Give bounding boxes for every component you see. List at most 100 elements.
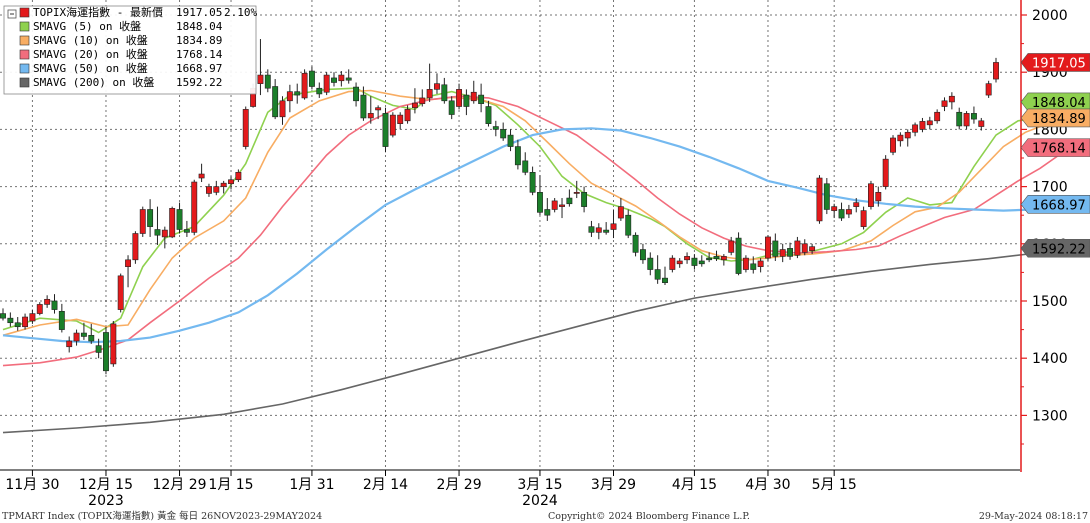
- candle-15: [110, 321, 117, 367]
- price-tag-label-0: 1917.05: [1032, 56, 1086, 71]
- candle-64: [470, 80, 477, 104]
- y-tick-label-1500: 1500: [1032, 294, 1068, 310]
- price-tag-bg-0: [1020, 53, 1090, 72]
- candle-127: [934, 109, 941, 124]
- candle-body-74: [544, 209, 551, 216]
- candle-26: [191, 179, 198, 236]
- candle-body-105: [772, 240, 779, 257]
- candle-body-13: [95, 345, 102, 353]
- candle-1: [7, 312, 14, 327]
- candle-129: [948, 92, 955, 110]
- candle-body-54: [397, 114, 404, 124]
- candle-body-9: [66, 340, 73, 348]
- legend-item-5: SMAVG (200) on 收盤 1592.22: [19, 75, 222, 89]
- candle-68: [500, 122, 507, 141]
- candle-16: [117, 273, 124, 313]
- candle-45: [331, 72, 337, 87]
- candle-body-60: [441, 84, 448, 102]
- price-tag-1: 1848.04: [1020, 92, 1090, 112]
- candle-72: [529, 166, 536, 196]
- candle-body-109: [801, 243, 808, 253]
- candle-20: [147, 199, 154, 237]
- legend-item-1: SMAVG (5) on 收盤 1848.04: [19, 19, 223, 33]
- candle-body-128: [941, 100, 948, 107]
- candle-body-129: [948, 95, 955, 103]
- candle-body-106: [779, 249, 786, 257]
- candle-39: [286, 84, 293, 113]
- candle-128: [941, 97, 948, 112]
- candle-83: [610, 209, 617, 239]
- candle-body-98: [720, 256, 727, 261]
- candle-body-29: [213, 186, 220, 193]
- candle-51: [375, 105, 382, 120]
- candle-88: [647, 252, 654, 276]
- candle-body-48: [353, 86, 360, 102]
- candle-body-118: [868, 183, 874, 207]
- candle-body-45: [331, 77, 337, 83]
- candle-66: [485, 100, 492, 127]
- candle-46: [338, 71, 345, 87]
- candle-body-123: [904, 131, 911, 139]
- candle-body-64: [470, 91, 477, 102]
- candle-body-103: [757, 260, 764, 267]
- candle-78: [573, 180, 580, 199]
- candle-125: [919, 117, 926, 133]
- candle-33: [242, 106, 249, 150]
- candle-body-71: [522, 160, 529, 173]
- candle-body-20: [147, 209, 154, 227]
- candle-body-10: [73, 332, 80, 342]
- candle-36: [264, 69, 271, 93]
- candle-49: [360, 86, 367, 121]
- legend-label-3: SMAVG (20) on 收盤: [33, 47, 148, 61]
- x-tick-label-9: 4月 15: [672, 477, 717, 493]
- candle-82: [603, 222, 610, 235]
- candle-102: [750, 256, 757, 274]
- candle-117: [860, 206, 867, 230]
- candle-body-47: [345, 77, 352, 81]
- candle-body-28: [206, 186, 212, 194]
- candle-132: [970, 106, 977, 124]
- candle-body-113: [831, 206, 838, 211]
- legend-label-0: TOPIX海運指數 - 最新價: [33, 5, 163, 19]
- candle-body-80: [588, 226, 595, 233]
- price-tag-bg-4: [1020, 195, 1090, 214]
- price-tag-4: 1668.97: [1020, 195, 1090, 214]
- candle-body-114: [838, 209, 845, 219]
- legend-value-2: 1834.89: [176, 34, 222, 47]
- candle-55: [404, 105, 411, 124]
- price-tag-bg-2: [1020, 108, 1090, 128]
- candle-3: [22, 313, 29, 330]
- candle-29: [213, 180, 220, 196]
- candle-30: [220, 180, 227, 194]
- minus-square-icon[interactable]: [7, 9, 17, 19]
- candle-body-76: [559, 204, 565, 207]
- candle-24: [176, 202, 183, 234]
- candle-56: [411, 88, 418, 114]
- candle-body-81: [595, 227, 602, 233]
- legend-item-0: TOPIX海運指數 - 最新價 1917.05 2.10%: [19, 5, 257, 19]
- candle-14: [103, 326, 109, 375]
- candle-23: [169, 206, 176, 239]
- candle-body-85: [625, 214, 632, 236]
- candle-96: [706, 252, 713, 263]
- candle-body-19: [139, 209, 146, 234]
- candle-71: [522, 152, 529, 176]
- candle-11: [80, 322, 87, 340]
- ma-line-3: [2, 95, 1071, 367]
- candle-124: [912, 122, 919, 137]
- price-tag-label-2: 1834.89: [1032, 112, 1086, 127]
- candle-10: [73, 329, 80, 346]
- legend-item-4: SMAVG (50) on 收盤 1668.97: [19, 61, 222, 75]
- candle-107: [787, 242, 793, 260]
- ma-line-2: [2, 89, 1071, 337]
- candle-body-56: [411, 102, 418, 108]
- candle-body-134: [985, 83, 992, 96]
- candle-12: [88, 323, 95, 344]
- candle-86: [632, 232, 639, 257]
- candle-40: [294, 83, 301, 104]
- candle-body-124: [912, 124, 919, 133]
- candle-body-101: [742, 257, 749, 270]
- candle-body-52: [382, 113, 389, 147]
- candle-body-61: [448, 100, 455, 115]
- y-tick-label-1700: 1700: [1032, 180, 1068, 196]
